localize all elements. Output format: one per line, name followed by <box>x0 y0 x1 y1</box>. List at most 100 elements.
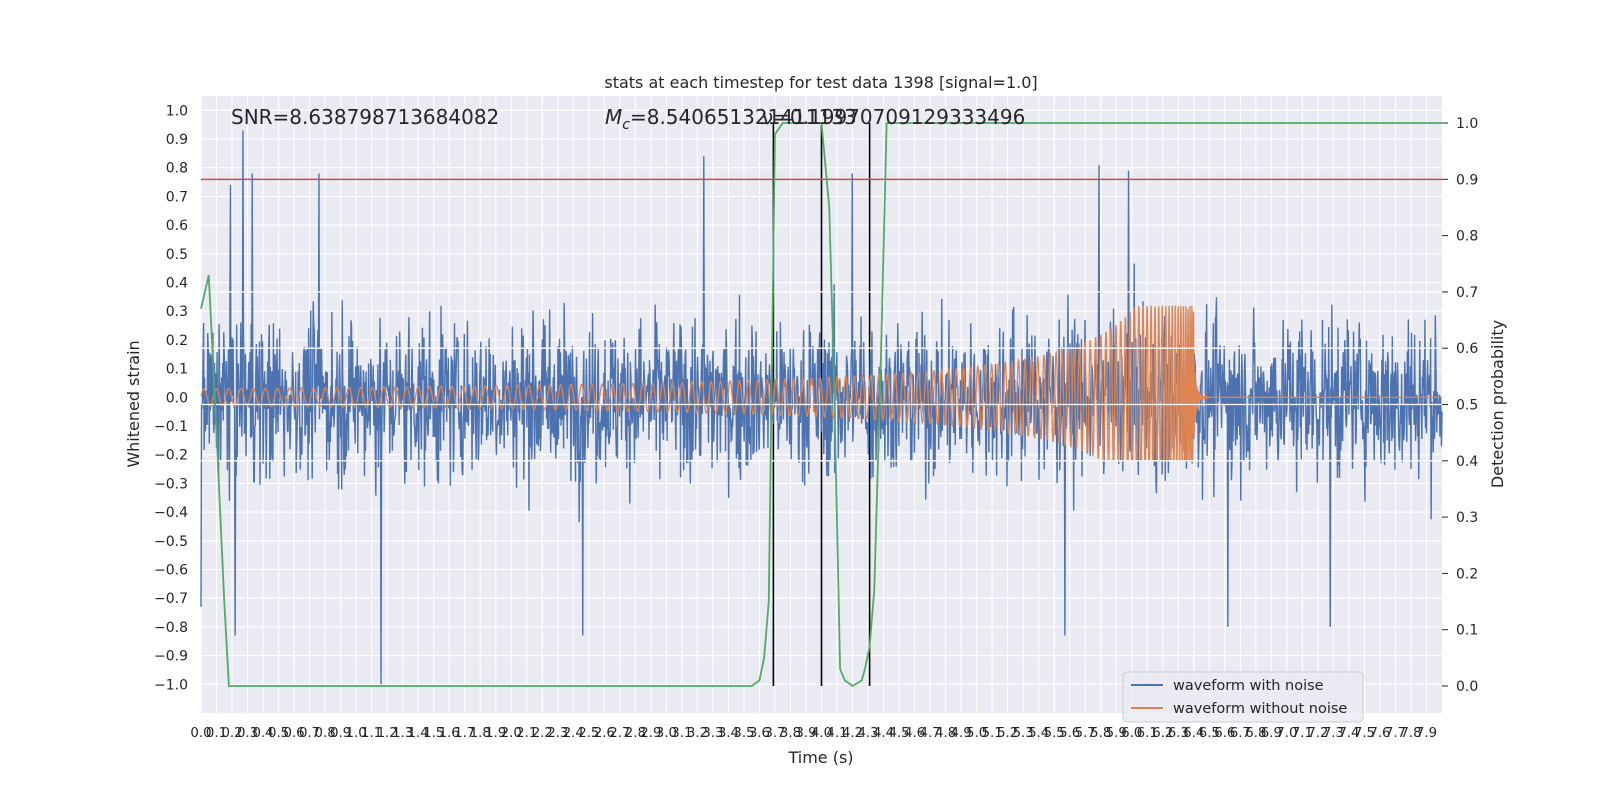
y2-tick-label: 0.3 <box>1456 510 1478 526</box>
y-tick-label: 0.7 <box>166 189 188 205</box>
x-tick-label: 7.1 <box>1292 726 1313 741</box>
x-tick-label: 5.3 <box>1013 726 1034 741</box>
y2-axis-label: Detection probability <box>1488 320 1507 488</box>
x-tick-label: 6.3 <box>1168 726 1189 741</box>
x-tick-label: 4.7 <box>920 726 941 741</box>
x-tick-label: 3.9 <box>795 726 816 741</box>
x-tick-label: 1.2 <box>377 726 398 741</box>
x-tick-label: 4.0 <box>811 726 832 741</box>
x-tick-label: 3.7 <box>764 726 785 741</box>
y-tick-label: −0.8 <box>154 620 188 636</box>
y-tick-label: 0.5 <box>166 247 188 263</box>
x-tick-label: 6.8 <box>1245 726 1266 741</box>
x-tick-label: 0.7 <box>299 726 320 741</box>
y-tick-label: 0.4 <box>166 276 188 292</box>
clean-waveform-line <box>200 305 1442 462</box>
x-tick-label: 0.3 <box>237 726 258 741</box>
x-tick-label: 4.4 <box>873 726 894 741</box>
y2-tick-label: 0.9 <box>1456 172 1478 188</box>
x-tick-label: 1.8 <box>470 726 491 741</box>
x-tick-label: 3.2 <box>687 726 708 741</box>
x-tick-label: 5.4 <box>1028 726 1049 741</box>
x-tick-label: 6.5 <box>1199 726 1220 741</box>
y-tick-label: 0.3 <box>166 304 188 320</box>
y2-tick-label: 0.6 <box>1456 341 1478 357</box>
x-tick-label: 0.0 <box>190 726 211 741</box>
y2-tick-label: 0.2 <box>1456 566 1478 582</box>
x-tick-label: 5.5 <box>1044 726 1065 741</box>
x-tick-label: 5.6 <box>1059 726 1080 741</box>
x-tick-label: 2.8 <box>625 726 646 741</box>
x-tick-label: 4.8 <box>935 726 956 741</box>
x-tick-label: 1.3 <box>392 726 413 741</box>
x-tick-label: 0.1 <box>206 726 227 741</box>
x-tick-label: 4.5 <box>888 726 909 741</box>
y-tick-label: −0.3 <box>154 476 188 492</box>
x-tick-label: 7.8 <box>1400 726 1421 741</box>
y2-tick-label: 0.7 <box>1456 285 1478 301</box>
x-tick-label: 5.9 <box>1106 726 1127 741</box>
x-tick-label: 3.4 <box>718 726 739 741</box>
x-tick-label: 0.2 <box>221 726 242 741</box>
mass-ratio-annotation: ν=0.19970709129333496 <box>762 105 1025 129</box>
x-tick-label: 3.6 <box>749 726 770 741</box>
x-tick-label: 7.6 <box>1369 726 1390 741</box>
y-tick-label: −0.4 <box>154 505 188 521</box>
x-tick-label: 1.9 <box>485 726 506 741</box>
x-tick-label: 2.9 <box>640 726 661 741</box>
y2-tick-labels: 0.0 0.1 0.2 0.3 0.4 0.5 0.6 0.7 0.8 0.9 1.0 <box>1442 116 1478 695</box>
x-tick-labels: 0.00.10.20.30.40.50.60.70.80.91.01.11.21… <box>190 726 1437 741</box>
y-axis-label: Whitened strain <box>124 340 143 467</box>
legend-label-clean: waveform without noise <box>1173 701 1347 717</box>
legend: waveform with noise waveform without noi… <box>1122 671 1364 723</box>
y2-tick-label: 0.8 <box>1456 229 1478 245</box>
y-tick-label: −0.2 <box>154 448 188 464</box>
x-tick-label: 6.0 <box>1121 726 1142 741</box>
y-tick-label: 0.2 <box>166 333 188 349</box>
x-tick-label: 4.3 <box>857 726 878 741</box>
secondary-grid <box>201 291 1442 462</box>
legend-box <box>1122 671 1364 723</box>
y-tick-label: −0.6 <box>154 563 188 579</box>
x-tick-label: 1.0 <box>346 726 367 741</box>
legend-label-noise: waveform with noise <box>1173 678 1324 694</box>
chirp-mass-annotation: Mc=8.540651321411133 <box>605 105 857 133</box>
y2-tick-label: 0.1 <box>1456 623 1478 639</box>
y-tick-label: −0.9 <box>154 649 188 665</box>
y-tick-label: 0.1 <box>166 362 188 378</box>
x-tick-label: 7.3 <box>1323 726 1344 741</box>
x-tick-label: 5.7 <box>1075 726 1096 741</box>
y-tick-label: 0.6 <box>166 218 188 234</box>
x-tick-label: 5.0 <box>966 726 987 741</box>
y2-tick-label: 1.0 <box>1456 116 1478 132</box>
x-tick-label: 2.2 <box>532 726 553 741</box>
y2-tick-label: 0.4 <box>1456 454 1478 470</box>
y-tick-label: 0.9 <box>166 132 188 148</box>
detection-probability-line <box>200 122 1442 688</box>
x-tick-label: 1.6 <box>439 726 460 741</box>
x-tick-label: 6.1 <box>1137 726 1158 741</box>
y-tick-label: −0.1 <box>154 419 188 435</box>
x-tick-label: 7.4 <box>1338 726 1359 741</box>
chart-title: stats at each timestep for test data 139… <box>604 73 1037 92</box>
x-tick-label: 7.0 <box>1276 726 1297 741</box>
x-tick-label: 3.5 <box>733 726 754 741</box>
x-tick-label: 2.0 <box>501 726 522 741</box>
x-tick-label: 0.8 <box>315 726 336 741</box>
x-tick-label: 7.7 <box>1385 726 1406 741</box>
x-tick-label: 2.4 <box>563 726 584 741</box>
x-tick-label: 7.5 <box>1354 726 1375 741</box>
x-tick-label: 7.2 <box>1307 726 1328 741</box>
series-detection-probability <box>200 122 1442 688</box>
y2-tick-label: 0.5 <box>1456 398 1478 414</box>
y-tick-label: −1.0 <box>154 677 188 693</box>
x-tick-label: 1.7 <box>454 726 475 741</box>
x-tick-label: 0.4 <box>252 726 273 741</box>
y2-tick-label: 0.0 <box>1456 679 1478 695</box>
x-tick-label: 6.6 <box>1214 726 1235 741</box>
x-tick-label: 1.5 <box>423 726 444 741</box>
x-tick-label: 3.0 <box>656 726 677 741</box>
x-tick-label: 2.6 <box>594 726 615 741</box>
x-tick-label: 6.4 <box>1183 726 1204 741</box>
